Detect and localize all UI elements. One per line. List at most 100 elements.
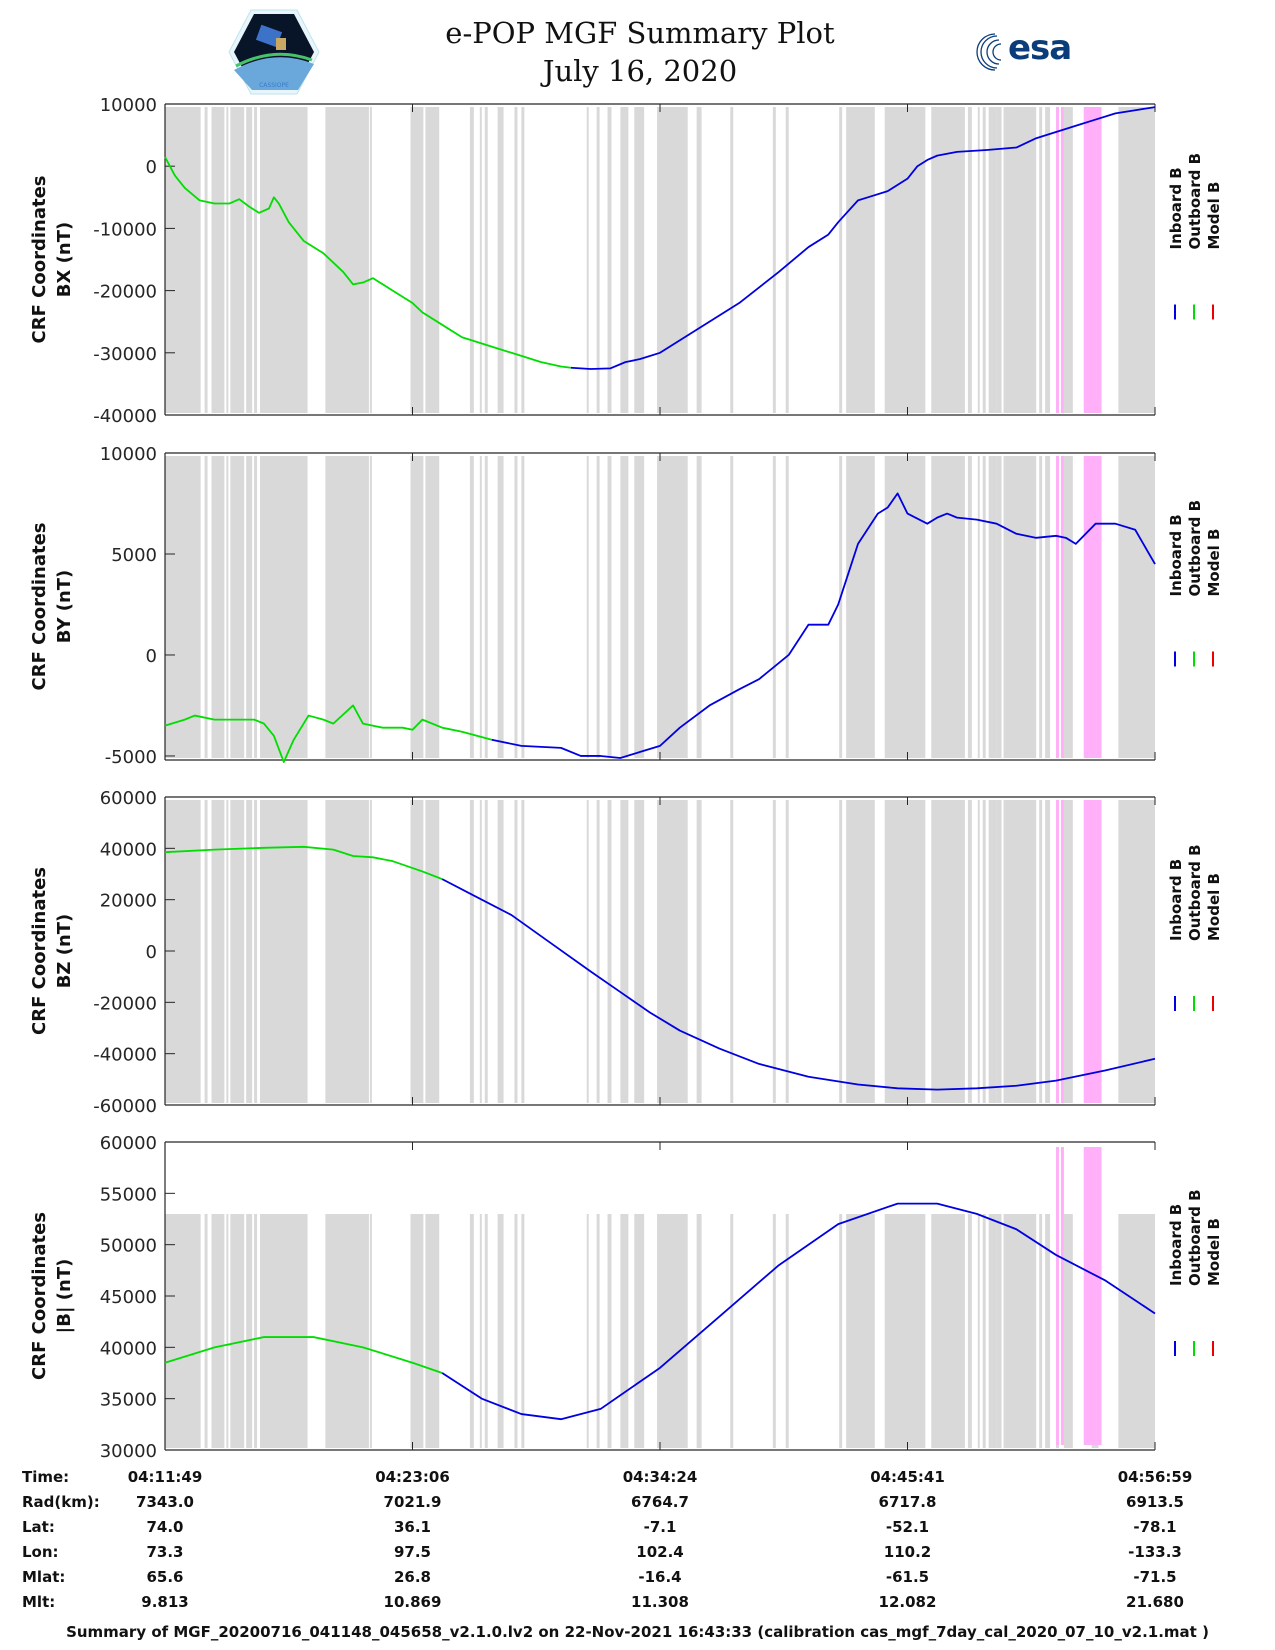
gap-band [846,800,875,1103]
gap-band [260,800,308,1103]
y-axis-title: |B| (nT) [54,1259,75,1334]
gap-band [785,800,789,1103]
gap-band [484,800,488,1103]
info-label: Mlt: [22,1593,56,1611]
gap-band [730,456,734,758]
gap-shading [165,107,1155,413]
y-axis-title: CRF Coordinates [29,176,50,344]
gap-band [839,1214,843,1448]
gap-band [596,800,600,1103]
gap-band [657,1214,688,1448]
gap-band [369,107,372,413]
series-outboard-b [164,845,443,880]
gap-band [260,107,308,413]
legend-label: Model B [1205,1218,1223,1286]
info-value: -7.1 [643,1518,677,1536]
legend-label: Inboard B [1167,1204,1185,1286]
gap-band [425,1214,440,1448]
gap-band [634,456,645,758]
info-value: 102.4 [636,1543,684,1561]
gap-band [497,1214,504,1448]
gap-band [596,456,600,758]
flag-band [1083,456,1102,758]
gap-band [696,1214,702,1448]
gap-band [696,800,702,1103]
flag-band [1060,456,1064,758]
gap-band [785,456,789,758]
gap-band [931,107,965,413]
gap-band [1045,1214,1051,1448]
gap-band [484,456,488,758]
info-value: 21.680 [1126,1593,1184,1611]
y-axis-title: BZ (nT) [54,914,75,989]
info-value: 12.082 [878,1593,937,1611]
gap-band [730,1214,734,1448]
gap-band [1045,107,1051,413]
gap-band [1011,107,1037,413]
gap-band [325,456,369,758]
gap-shading [165,800,1155,1103]
y-tick-label: 60000 [100,788,157,809]
y-tick-label: -40000 [93,406,157,427]
gap-band [996,107,1002,413]
gap-band [620,456,629,758]
gap-band [246,800,253,1103]
gap-band [884,1214,926,1448]
footer-caption: Summary of MGF_20200716_041148_045658_v2… [66,1623,1209,1641]
gap-band [1003,107,1012,413]
gap-band [325,107,369,413]
gap-band [425,456,440,758]
info-row-mlat: Mlat: 65.6 26.8 -16.4 -61.5 -71.5 [0,1568,1275,1592]
gap-band [425,107,440,413]
gap-band [254,456,258,758]
info-value: -78.1 [1133,1518,1177,1536]
gap-band [607,800,612,1103]
gap-band [884,456,926,758]
gap-band [1063,456,1073,758]
gap-band [204,456,208,758]
legend-label: Inboard B [1167,514,1185,596]
gap-band [657,107,688,413]
info-value: 7343.0 [136,1493,194,1511]
gap-band [884,107,926,413]
gap-band [1039,107,1043,413]
y-tick-label: 20000 [100,891,157,912]
page-title-line2: July 16, 2020 [542,54,738,88]
gap-band [586,107,589,413]
gap-band [479,456,482,758]
y-tick-label: 40000 [100,839,157,860]
gap-band [226,456,229,758]
svg-text:CASSIOPE: CASSIOPE [259,82,289,89]
flag-band [1056,800,1059,1103]
gap-band [204,1214,208,1448]
gap-band [469,107,474,413]
y-tick-label: -20000 [93,282,157,303]
gap-band [254,107,258,413]
info-value: -133.3 [1128,1543,1182,1561]
gap-band [484,1214,488,1448]
gap-band [1011,456,1037,758]
gap-band [479,800,482,1103]
y-tick-label: -10000 [93,219,157,240]
info-value: 36.1 [393,1518,431,1536]
gap-band [514,107,518,413]
gap-band [772,456,776,758]
gap-band [1063,800,1073,1103]
info-value: 26.8 [393,1568,431,1586]
panel-0: 10000 0 -10000 -20000 -30000 -40000 CRF Coordi… [29,95,1223,427]
gap-band [211,800,225,1103]
gap-band [1118,107,1155,413]
legend-label: Outboard B [1186,1189,1204,1286]
gap-band [657,800,688,1103]
gap-band [839,107,843,413]
gap-band [884,800,926,1103]
y-tick-label: -40000 [93,1045,157,1066]
series-outboard-b [164,1336,443,1374]
gap-band [988,1214,997,1448]
legend-label: Inboard B [1167,859,1185,941]
gap-band [967,800,972,1103]
gap-band [497,800,504,1103]
flag-band [1060,107,1064,413]
gap-band [1003,1214,1012,1448]
gap-band [369,800,372,1103]
